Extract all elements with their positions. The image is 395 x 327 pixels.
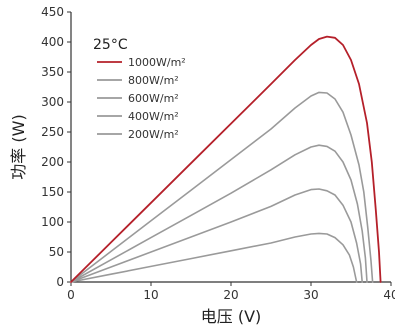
y-tick-label: 350: [41, 65, 64, 79]
y-tick-label: 250: [41, 125, 64, 139]
temperature-annotation: 25°C: [93, 37, 128, 53]
x-tick-label: 0: [67, 288, 75, 302]
series-lines: [70, 35, 382, 283]
x-tick-label: 40: [383, 288, 395, 302]
series-line-2: [70, 91, 374, 283]
y-tick-label: 50: [49, 245, 64, 259]
y-tick-label: 100: [41, 215, 64, 229]
legend: 1000W/m² 800W/m² 600W/m² 400W/m² 200W/m²: [97, 56, 186, 141]
y-tick-label: 400: [41, 35, 64, 49]
x-tick-label: 30: [303, 288, 318, 302]
axes: 0 50 100 150 200 250 300 350 400 450 0 10 20 30 40: [41, 5, 395, 302]
y-tick-label: 300: [41, 95, 64, 109]
legend-label: 200W/m²: [128, 128, 179, 141]
y-tick-label: 150: [41, 185, 64, 199]
legend-label: 800W/m²: [128, 74, 179, 87]
y-tick-label: 200: [41, 155, 64, 169]
series-line-3: [70, 144, 368, 283]
series-line-1: [70, 35, 382, 283]
legend-label: 400W/m²: [128, 110, 179, 123]
legend-label: 600W/m²: [128, 92, 179, 105]
x-tick-label: 10: [143, 288, 158, 302]
x-tick-label: 20: [223, 288, 238, 302]
y-tick-label: 450: [41, 5, 64, 19]
series-line-4: [70, 188, 363, 283]
x-axis-title: 电压 (V): [201, 307, 262, 326]
legend-label: 1000W/m²: [128, 56, 186, 69]
y-axis-title: 功率 (W): [9, 114, 28, 179]
series-line-5: [70, 232, 358, 283]
y-tick-label: 0: [56, 275, 64, 289]
